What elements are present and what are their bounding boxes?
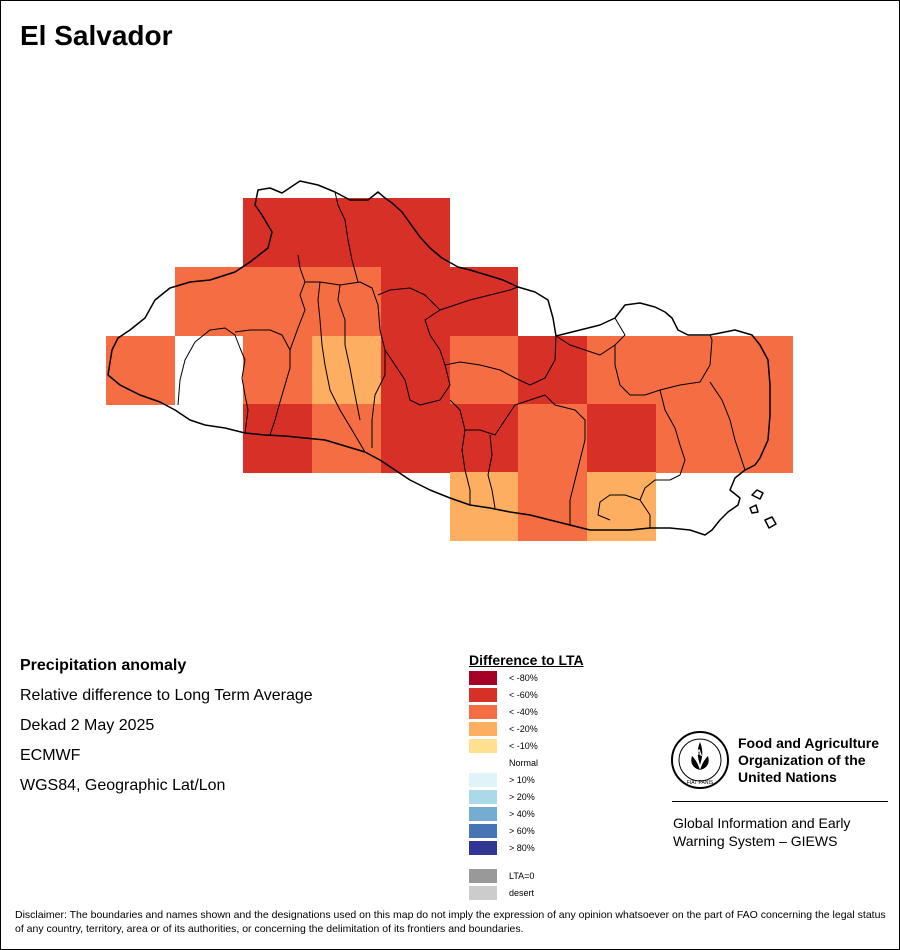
legend-normal-label: Normal: [509, 758, 539, 768]
legend-swatch: [469, 671, 497, 685]
legend-swatch: [469, 824, 497, 838]
legend-item: > 20%: [469, 790, 535, 804]
legend-label: > 20%: [509, 792, 535, 802]
grid-cell: [587, 336, 656, 405]
anomaly-map: [106, 180, 793, 541]
grid-cell: [243, 198, 312, 267]
fao-logo-motto: FIAT PANIS: [687, 780, 714, 786]
department-borders: [177, 191, 746, 528]
grid-cell: [381, 404, 450, 473]
legend-item: > 80%: [469, 841, 535, 855]
legend-item: desert: [469, 886, 534, 900]
grid-cell: [450, 404, 518, 473]
legend-label: > 80%: [509, 843, 535, 853]
legend-swatch: [469, 739, 497, 753]
legend-item: LTA=0: [469, 869, 534, 883]
disclaimer: Disclaimer: The boundaries and names sho…: [15, 909, 886, 935]
legend-swatch: [469, 790, 497, 804]
legend-swatch: [469, 869, 497, 883]
legend-label: LTA=0: [509, 871, 535, 881]
grid-cell: [381, 336, 450, 405]
legend-label: < -20%: [509, 724, 538, 734]
grid-cell: [518, 472, 587, 541]
grid-cell: [518, 404, 587, 473]
legend-item: > 10%: [469, 773, 535, 787]
organization-divider: [672, 801, 888, 802]
grid-cell: [312, 267, 381, 336]
info-period: Dekad 2 May 2025: [20, 717, 155, 734]
organization-name: Food and Agriculture Organization of the…: [738, 735, 880, 785]
legend-label: < -10%: [509, 741, 538, 751]
grid-cell: [243, 267, 312, 336]
legend-item: < -10%: [469, 739, 538, 753]
grid-cell: [312, 336, 381, 405]
legend-label: > 40%: [509, 809, 535, 819]
grid-cell: [656, 404, 725, 473]
legend-title: Difference to LTA: [469, 652, 584, 668]
legend-item: > 60%: [469, 824, 535, 838]
grid-cell: [381, 267, 450, 336]
anomaly-grid: [106, 198, 793, 541]
legend-label: < -80%: [509, 673, 538, 683]
legend-swatch: [469, 841, 497, 855]
map-title: El Salvador: [20, 20, 173, 51]
legend-item: < -60%: [469, 688, 538, 702]
legend-swatch: [469, 886, 497, 900]
info-description: Relative difference to Long Term Average: [20, 687, 313, 704]
legend-swatch: [469, 807, 497, 821]
legend-swatch: [469, 722, 497, 736]
grid-cell: [450, 267, 518, 336]
grid-cell: [587, 404, 656, 473]
legend-label: < -40%: [509, 707, 538, 717]
legend-label: < -60%: [509, 690, 538, 700]
grid-cell: [656, 336, 725, 405]
grid-cell: [175, 267, 244, 336]
grid-cell: [450, 336, 518, 405]
fao-logo-letters: FAO: [691, 748, 710, 758]
legend-item: < -40%: [469, 705, 538, 719]
legend-label: > 10%: [509, 775, 535, 785]
legend-label: > 60%: [509, 826, 535, 836]
giews-label: Global Information and Early Warning Sys…: [673, 815, 851, 849]
grid-cell: [725, 336, 793, 405]
grid-cell: [243, 404, 312, 473]
legend-swatch: [469, 688, 497, 702]
legend-item: > 40%: [469, 807, 535, 821]
info-projection: WGS84, Geographic Lat/Lon: [20, 777, 226, 794]
info-product: Precipitation anomaly: [20, 657, 187, 674]
legend-swatch: [469, 705, 497, 719]
grid-cell: [312, 404, 381, 473]
legend-item: < -80%: [469, 671, 538, 685]
grid-cell: [725, 404, 793, 473]
grid-cell: [106, 336, 175, 405]
legend-item: < -20%: [469, 722, 538, 736]
info-source: ECMWF: [20, 747, 81, 764]
legend-label: desert: [509, 888, 535, 898]
fao-logo-icon: FAO FIAT PANIS: [671, 731, 729, 789]
legend-swatch: [469, 773, 497, 787]
grid-cell: [243, 336, 312, 405]
grid-cell: [518, 336, 587, 405]
